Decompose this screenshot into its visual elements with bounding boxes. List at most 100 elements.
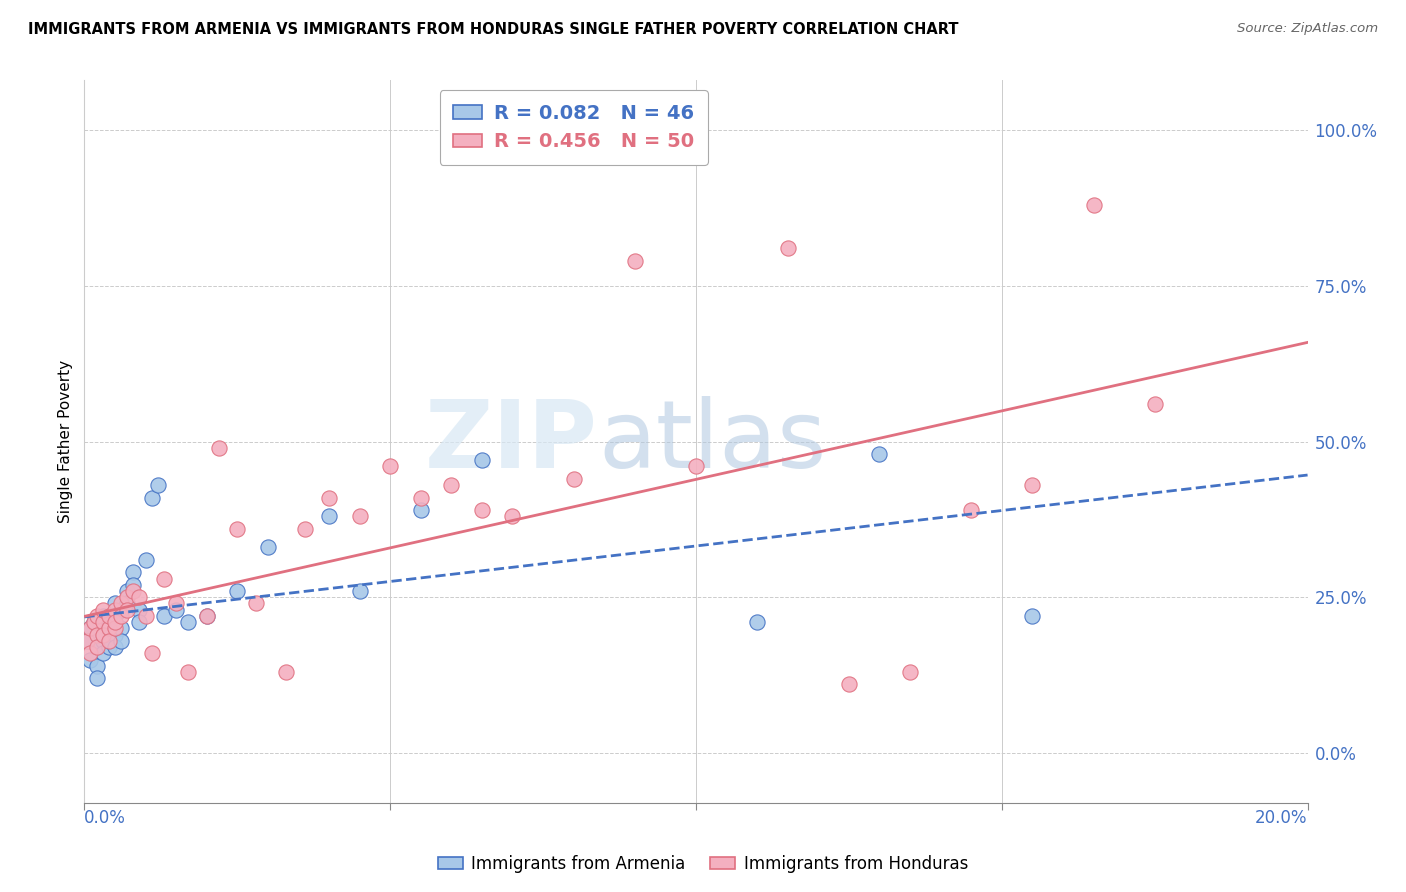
- Point: [141, 646, 163, 660]
- Point: [195, 609, 218, 624]
- Point: [110, 609, 132, 624]
- Point: [86, 609, 108, 624]
- Point: [960, 503, 983, 517]
- Point: [110, 633, 132, 648]
- Point: [318, 509, 340, 524]
- Point: [153, 572, 176, 586]
- Point: [177, 615, 200, 630]
- Point: [128, 615, 150, 630]
- Point: [165, 597, 187, 611]
- Point: [97, 640, 120, 654]
- Point: [83, 615, 105, 630]
- Point: [153, 609, 176, 624]
- Point: [104, 609, 127, 624]
- Point: [76, 633, 98, 648]
- Point: [97, 633, 120, 648]
- Point: [104, 621, 127, 635]
- Point: [409, 491, 432, 505]
- Point: [86, 640, 108, 654]
- Point: [110, 603, 132, 617]
- Point: [104, 640, 127, 654]
- Point: [79, 621, 101, 635]
- Point: [257, 541, 280, 555]
- Point: [135, 553, 157, 567]
- Point: [104, 627, 127, 641]
- Point: [91, 646, 114, 660]
- Point: [349, 509, 371, 524]
- Point: [747, 615, 769, 630]
- Point: [141, 491, 163, 505]
- Point: [115, 584, 138, 599]
- Text: 20.0%: 20.0%: [1256, 809, 1308, 827]
- Point: [91, 609, 114, 624]
- Point: [226, 584, 249, 599]
- Point: [104, 615, 127, 630]
- Point: [91, 615, 114, 630]
- Point: [97, 621, 120, 635]
- Point: [115, 591, 138, 605]
- Point: [79, 652, 101, 666]
- Point: [177, 665, 200, 679]
- Text: 0.0%: 0.0%: [84, 809, 127, 827]
- Legend: Immigrants from Armenia, Immigrants from Honduras: Immigrants from Armenia, Immigrants from…: [432, 848, 974, 880]
- Point: [86, 640, 108, 654]
- Text: ZIP: ZIP: [425, 395, 598, 488]
- Point: [122, 584, 145, 599]
- Point: [83, 615, 105, 630]
- Point: [128, 591, 150, 605]
- Point: [115, 597, 138, 611]
- Point: [276, 665, 298, 679]
- Point: [86, 671, 108, 685]
- Point: [226, 522, 249, 536]
- Point: [1143, 397, 1166, 411]
- Point: [440, 478, 463, 492]
- Point: [104, 603, 127, 617]
- Point: [898, 665, 921, 679]
- Point: [318, 491, 340, 505]
- Point: [76, 633, 98, 648]
- Point: [86, 658, 108, 673]
- Point: [1083, 198, 1105, 212]
- Point: [165, 603, 187, 617]
- Point: [1021, 478, 1043, 492]
- Point: [869, 447, 891, 461]
- Point: [685, 459, 707, 474]
- Point: [104, 597, 127, 611]
- Point: [245, 597, 267, 611]
- Point: [91, 603, 114, 617]
- Point: [122, 578, 145, 592]
- Point: [91, 627, 114, 641]
- Point: [208, 441, 231, 455]
- Point: [838, 677, 860, 691]
- Point: [294, 522, 316, 536]
- Point: [502, 509, 524, 524]
- Point: [146, 478, 169, 492]
- Text: IMMIGRANTS FROM ARMENIA VS IMMIGRANTS FROM HONDURAS SINGLE FATHER POVERTY CORREL: IMMIGRANTS FROM ARMENIA VS IMMIGRANTS FR…: [28, 22, 959, 37]
- Point: [91, 633, 114, 648]
- Point: [776, 242, 799, 256]
- Point: [86, 627, 108, 641]
- Point: [349, 584, 371, 599]
- Point: [122, 566, 145, 580]
- Point: [195, 609, 218, 624]
- Text: atlas: atlas: [598, 395, 827, 488]
- Point: [110, 597, 132, 611]
- Point: [135, 609, 157, 624]
- Y-axis label: Single Father Poverty: Single Father Poverty: [58, 360, 73, 523]
- Point: [624, 253, 647, 268]
- Legend: R = 0.082   N = 46, R = 0.456   N = 50: R = 0.082 N = 46, R = 0.456 N = 50: [440, 90, 707, 165]
- Point: [380, 459, 402, 474]
- Point: [97, 633, 120, 648]
- Point: [471, 503, 494, 517]
- Point: [91, 627, 114, 641]
- Point: [409, 503, 432, 517]
- Point: [79, 646, 101, 660]
- Point: [562, 472, 585, 486]
- Point: [1021, 609, 1043, 624]
- Point: [86, 627, 108, 641]
- Point: [97, 609, 120, 624]
- Point: [89, 621, 111, 635]
- Point: [97, 615, 120, 630]
- Point: [110, 621, 132, 635]
- Point: [79, 621, 101, 635]
